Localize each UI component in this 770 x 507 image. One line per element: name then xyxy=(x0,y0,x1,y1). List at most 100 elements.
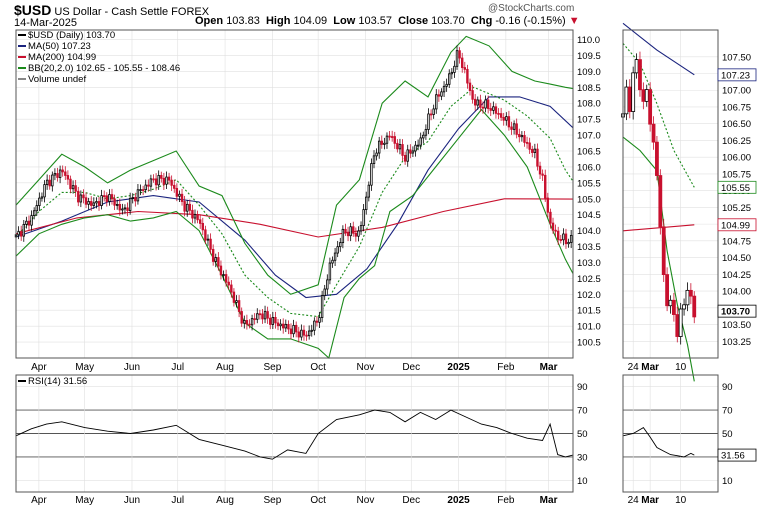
candle-body xyxy=(58,169,62,178)
candle-body xyxy=(479,99,482,108)
candle-body xyxy=(123,207,127,210)
candle-body xyxy=(440,91,443,97)
candle-body xyxy=(445,83,448,87)
candle-body xyxy=(339,242,342,248)
candle-body xyxy=(486,99,490,109)
candle-body xyxy=(284,323,288,329)
y-tick-label: 107.00 xyxy=(722,86,751,97)
x-tick-label: 10 xyxy=(675,495,687,506)
candle-body xyxy=(19,231,23,237)
candle-body xyxy=(416,144,420,147)
series-line-ma-200- xyxy=(622,224,695,232)
ma50-value-tag-box xyxy=(717,68,757,82)
candle-body xyxy=(651,123,656,143)
candle-body xyxy=(536,148,539,167)
legend-swatch xyxy=(18,56,26,59)
candle-body xyxy=(90,201,93,206)
candle-body xyxy=(341,228,345,244)
candle-body xyxy=(310,329,313,332)
candle-body xyxy=(365,196,368,211)
candle-body xyxy=(71,185,75,190)
candle-body xyxy=(237,300,241,312)
candle-body xyxy=(227,281,230,286)
legend-swatch xyxy=(18,78,26,81)
candle-body xyxy=(385,135,389,144)
candle-body xyxy=(97,201,101,206)
x-tick-label: Sep xyxy=(263,362,281,373)
candle-body xyxy=(147,184,150,187)
candle-body xyxy=(30,215,33,226)
candle-body xyxy=(258,313,262,316)
candle-body xyxy=(61,169,64,173)
series-line-rsi-14- xyxy=(15,409,574,460)
x-tick-label: May xyxy=(75,495,94,506)
zoom-panel-frame xyxy=(622,29,719,359)
series-line-bb-lower xyxy=(622,136,695,382)
candle-body xyxy=(121,208,124,211)
chart-date: 14-Mar-2025 xyxy=(14,17,77,29)
candle-body xyxy=(289,328,293,335)
x-tick-label: Mar xyxy=(540,495,558,506)
candle-body xyxy=(214,257,217,262)
candle-body xyxy=(219,265,223,276)
candle-body xyxy=(149,178,153,187)
candle-body xyxy=(512,123,516,130)
y-tick-label: 106.25 xyxy=(722,136,751,147)
ohlc-readout: Open 103.83 High 104.09 Low 103.57 Close… xyxy=(195,15,580,27)
rsi-value-tag-box xyxy=(717,448,757,462)
legend-ma200: MA(200) 104.99 xyxy=(18,52,180,63)
candle-body xyxy=(481,106,485,109)
x-tick-label: Jul xyxy=(171,495,184,506)
candle-body xyxy=(108,194,111,202)
candle-body xyxy=(103,195,106,197)
candle-body xyxy=(388,135,391,138)
candle-body xyxy=(69,178,72,190)
x-tick-label: Dec xyxy=(402,362,420,373)
candle-body xyxy=(206,238,210,241)
y-tick-label: 107.5 xyxy=(577,115,601,126)
candle-body xyxy=(396,142,399,150)
x-tick-label: Apr xyxy=(31,495,47,506)
candle-body xyxy=(424,129,428,136)
candle-body xyxy=(318,317,321,323)
candle-body xyxy=(549,211,552,224)
candle-body xyxy=(644,89,649,102)
x-tick-label: May xyxy=(75,362,94,373)
candle-body xyxy=(263,311,267,320)
y-tick-label: 104.25 xyxy=(722,270,751,281)
candle-body xyxy=(409,149,412,154)
y-tick-label: 50 xyxy=(722,429,733,440)
candle-body xyxy=(448,73,451,85)
candle-body xyxy=(520,135,524,138)
candle-body xyxy=(178,193,181,197)
candle-body xyxy=(40,196,44,199)
y-tick-label: 105.25 xyxy=(722,203,751,214)
candle-body xyxy=(419,137,422,146)
candle-body xyxy=(471,90,474,100)
candle-body xyxy=(624,86,629,115)
y-tick-label: 106.50 xyxy=(722,119,751,130)
candle-body xyxy=(118,204,121,211)
candle-body xyxy=(193,214,197,219)
candle-body xyxy=(331,259,334,264)
legend-price: $USD (Daily) 103.70 xyxy=(18,30,180,41)
legend-ma50-label: MA(50) 107.23 xyxy=(28,41,91,52)
candle-body xyxy=(398,144,402,150)
legend-volume: Volume undef xyxy=(18,74,180,85)
x-tick-label: Nov xyxy=(357,362,375,373)
candle-body xyxy=(162,177,166,185)
y-tick-label: 109.0 xyxy=(577,67,601,78)
candle-body xyxy=(211,248,215,262)
candle-body xyxy=(201,222,204,231)
y-tick-label: 104.00 xyxy=(722,287,751,298)
x-tick-label: Nov xyxy=(357,495,375,506)
low-label: Low xyxy=(333,15,356,27)
candle-body xyxy=(531,148,534,153)
candle-body xyxy=(685,289,690,306)
candle-body xyxy=(359,225,363,232)
candle-body xyxy=(336,246,339,254)
candle-body xyxy=(432,108,435,115)
candle-body xyxy=(43,184,46,198)
watermark: @StockCharts.com xyxy=(488,3,575,14)
y-tick-label: 105.5 xyxy=(577,178,601,189)
